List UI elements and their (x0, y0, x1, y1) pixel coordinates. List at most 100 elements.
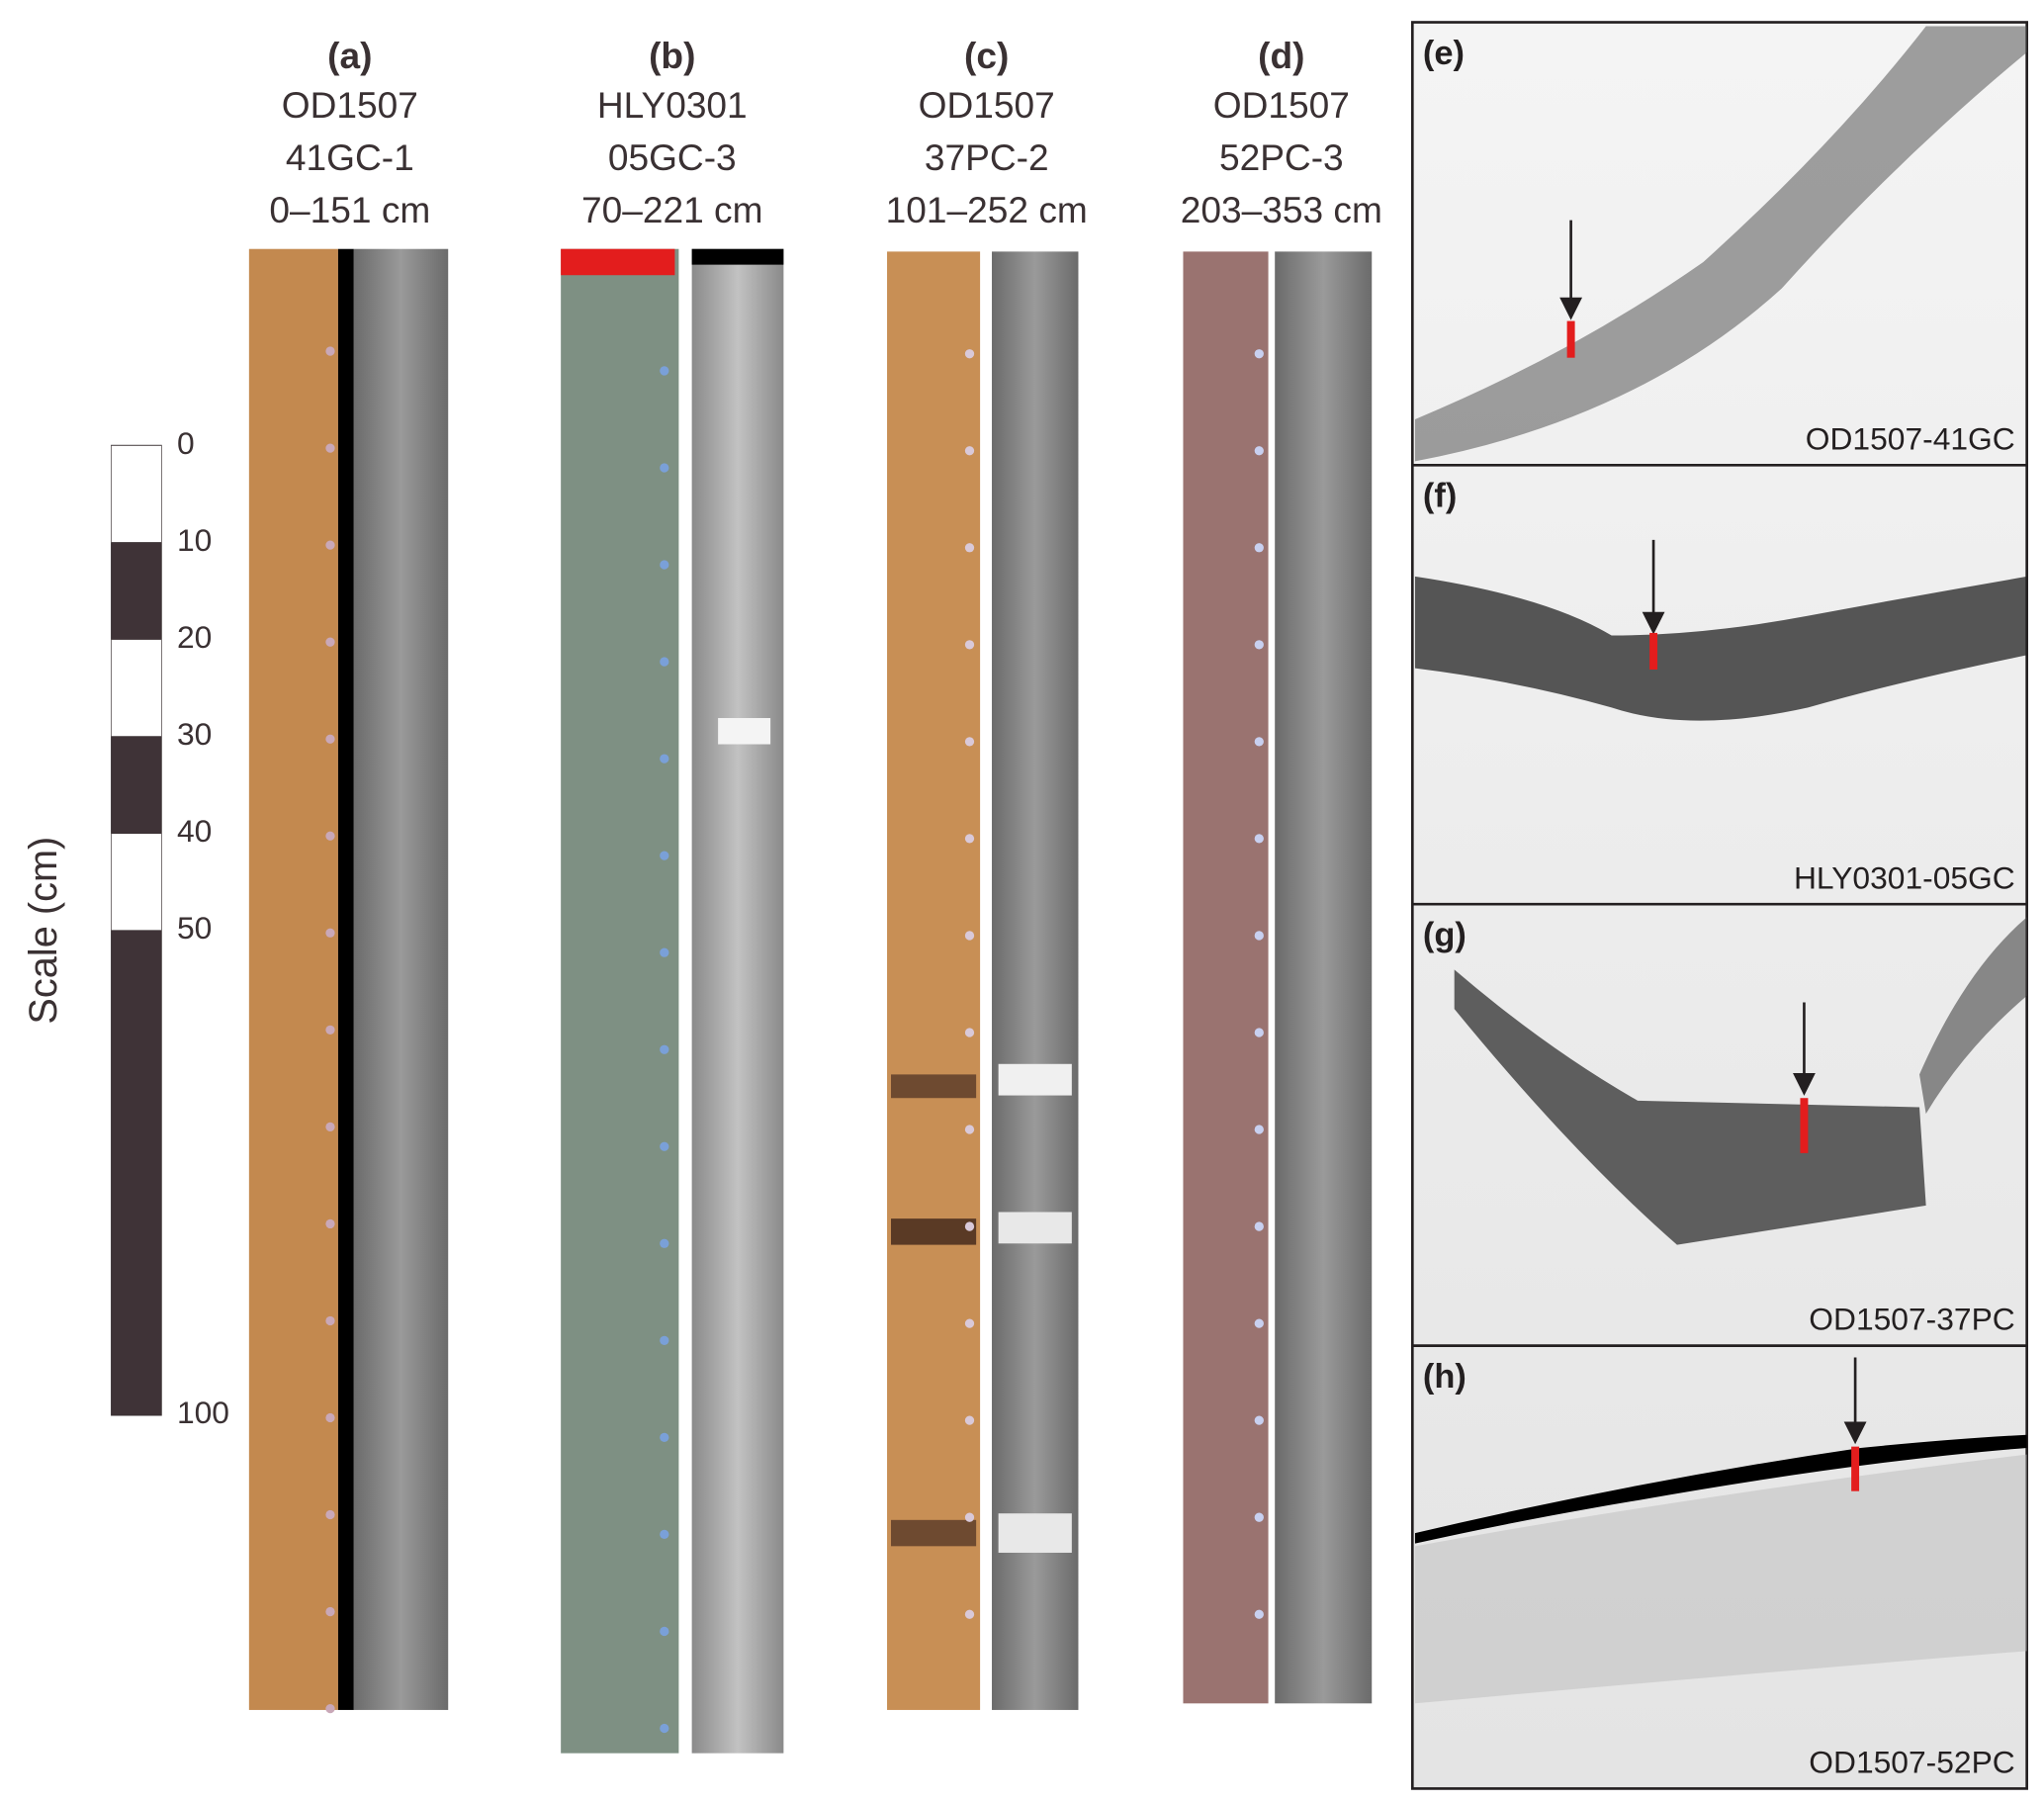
core-images (248, 248, 1373, 1754)
core-marker (964, 1415, 975, 1425)
core-marker (964, 446, 975, 456)
core-marker (1254, 640, 1264, 650)
core-photo (561, 248, 679, 1754)
core-marker (325, 1509, 335, 1520)
core-marker (660, 1044, 669, 1054)
core-marker (325, 540, 335, 550)
core-marker (660, 1432, 669, 1443)
core-marker (964, 834, 975, 844)
core-marker (325, 346, 335, 356)
panel-cruise: OD1507 (919, 84, 1055, 126)
panel-core: 41GC-1 (286, 136, 414, 178)
scale-tick-label: 0 (177, 425, 195, 461)
core-site-marks (1566, 320, 1860, 1491)
core-marker (964, 1318, 975, 1328)
core-marker (1254, 1221, 1264, 1231)
labels: (a) OD1507 41GC-1 0–151 cm (b) HLY0301 05GC-3 7… (269, 35, 2014, 1780)
core-marker (325, 1412, 335, 1423)
core-marker (660, 1141, 669, 1151)
core-photo (887, 251, 981, 1710)
profile-panels (1410, 21, 2028, 1790)
core-marker (660, 851, 669, 860)
core-marker (325, 1122, 335, 1132)
core-marker (325, 831, 335, 841)
ct-layer (998, 1513, 1072, 1553)
scale-tick-label: 20 (177, 619, 212, 655)
core-marker (660, 560, 669, 570)
profile-letter: (g) (1423, 917, 1466, 954)
core-marker (964, 1125, 975, 1134)
core-marker (964, 349, 975, 359)
panel-core: 52PC-3 (1219, 136, 1344, 178)
scale-tick-label: 30 (177, 716, 212, 752)
core-layer (891, 1519, 977, 1547)
core-marker (964, 543, 975, 553)
core-marker (1254, 446, 1264, 456)
profile-site: HLY0301-05GC (1794, 859, 2015, 895)
scale-segment (111, 445, 162, 543)
panel-interval: 70–221 cm (581, 189, 762, 230)
reflector (1414, 1454, 2027, 1704)
profile-site: OD1507-52PC (1809, 1745, 2014, 1780)
scale-segment (111, 639, 162, 737)
panel-interval: 203–353 cm (1181, 189, 1382, 230)
core-marker (1254, 1609, 1264, 1619)
panel-cruise: OD1507 (282, 84, 418, 126)
core-marker (325, 928, 335, 938)
core-marker (1254, 931, 1264, 941)
panel-letter: (c) (964, 35, 1009, 76)
ct-scan (1275, 251, 1373, 1704)
core-marker (325, 443, 335, 453)
core-photo (248, 248, 338, 1710)
core-marker (964, 737, 975, 747)
core-marker (1254, 1318, 1264, 1328)
core-marker (660, 1238, 669, 1248)
core-marker (660, 366, 669, 376)
profile-site: OD1507-41GC (1806, 420, 2015, 456)
core-marker (1254, 543, 1264, 553)
scale-tick-label: 40 (177, 813, 212, 849)
panel-cruise: OD1507 (1213, 84, 1350, 126)
reflector (1919, 917, 2027, 1115)
scale-label: Scale (cm) (22, 837, 65, 1025)
core-marker (660, 1529, 669, 1540)
core-marker (660, 1626, 669, 1637)
core-marker (1254, 1125, 1264, 1134)
scale-segment (111, 736, 162, 834)
core-marker (660, 754, 669, 764)
core-marker (325, 1315, 335, 1326)
profile-letter: (h) (1423, 1358, 1466, 1396)
scale-tick-label: 50 (177, 910, 212, 946)
core-marker (1254, 1415, 1264, 1425)
core-marker (660, 1335, 669, 1345)
core-marker (660, 947, 669, 957)
panel-interval: 0–151 cm (269, 189, 430, 230)
scale-segment (111, 542, 162, 640)
core-marker (964, 1221, 975, 1231)
ct-scan (353, 248, 449, 1710)
core-markers (325, 346, 1264, 1734)
ct-layer (998, 1063, 1072, 1096)
panel-letter: (a) (327, 35, 372, 76)
core-marker (964, 1609, 975, 1619)
core-marker (660, 463, 669, 473)
core-cap (561, 248, 675, 276)
scale-bar: 0 10 20 30 40 50 100 (111, 425, 229, 1430)
core-marker (964, 1512, 975, 1522)
core-marker (964, 640, 975, 650)
core-marker (1254, 349, 1264, 359)
panel-core: 37PC-2 (925, 136, 1049, 178)
core-marker (325, 1218, 335, 1229)
scale-segment (111, 833, 162, 931)
core-marker (660, 657, 669, 667)
core-photo (1183, 251, 1269, 1704)
panel-interval: 101–252 cm (886, 189, 1088, 230)
core-gap (337, 248, 354, 1710)
panel-letter: (d) (1258, 35, 1304, 76)
ct-layer (718, 718, 771, 745)
scale-tick-label: 100 (177, 1395, 229, 1430)
panel-cruise: HLY0301 (597, 84, 748, 126)
ct-layer (998, 1212, 1072, 1244)
core-marker (1254, 834, 1264, 844)
arrows (1559, 220, 1867, 1445)
